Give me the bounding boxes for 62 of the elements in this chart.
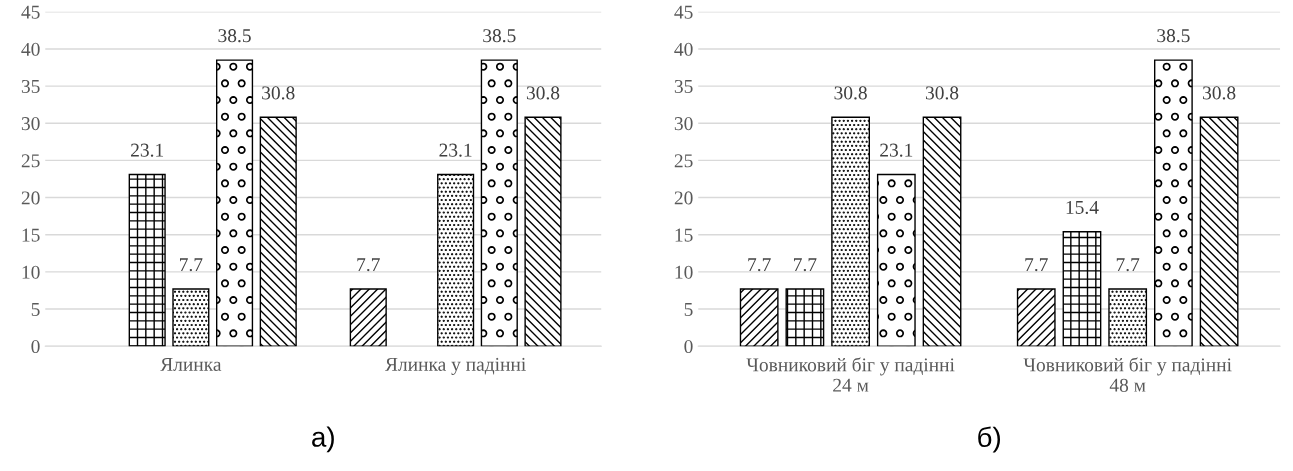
- y-tick-label: 45: [674, 5, 693, 19]
- data-label: 30.8: [925, 86, 959, 100]
- bar: [215, 59, 254, 347]
- data-label: 23.1: [131, 143, 164, 157]
- bar: [1154, 59, 1193, 347]
- data-label: 30.8: [1203, 86, 1236, 100]
- data-label: 23.1: [439, 143, 472, 157]
- data-label: 38.5: [218, 29, 251, 43]
- y-tick-label: 25: [21, 154, 40, 168]
- data-label: 23.1: [880, 143, 913, 157]
- x-tick-label: Човниковий біг у падінні 48 м: [1023, 357, 1232, 392]
- y-tick-label: 5: [31, 303, 40, 316]
- data-label: 7.7: [1025, 258, 1048, 272]
- text: а): [312, 426, 334, 453]
- data-label: 7.7: [748, 258, 771, 272]
- y-tick-label: 35: [674, 79, 693, 94]
- bar: [785, 288, 825, 347]
- data-label: 15.4: [1066, 200, 1099, 214]
- bar: [739, 288, 779, 347]
- bar: [1199, 116, 1239, 347]
- text: б): [978, 426, 1000, 453]
- y-tick-label: 45: [21, 5, 40, 19]
- bar: [524, 116, 562, 347]
- data-label: 38.5: [483, 29, 516, 43]
- y-tick-label: 25: [674, 154, 693, 168]
- bar: [1016, 288, 1056, 347]
- y-tick-label: 10: [675, 265, 693, 279]
- y-tick-label: 30: [21, 117, 40, 131]
- bar: [172, 288, 210, 347]
- y-tick-label: 35: [21, 79, 40, 94]
- bar: [480, 59, 518, 347]
- bar: [1062, 231, 1102, 347]
- bar: [922, 116, 962, 347]
- data-label: 7.7: [794, 258, 817, 272]
- bar: [128, 173, 166, 347]
- data-label: 30.8: [262, 86, 295, 100]
- y-tick-label: 20: [21, 191, 40, 205]
- y-tick-label: 15: [22, 228, 40, 242]
- bar: [437, 173, 475, 347]
- bar: [1108, 288, 1148, 347]
- data-label: 30.8: [834, 86, 867, 100]
- y-tick-label: 0: [31, 340, 40, 354]
- x-tick-label: Човниковий біг у падінні 24 м: [746, 357, 955, 392]
- y-tick-label: 0: [684, 340, 693, 354]
- bar: [349, 288, 387, 347]
- y-tick-label: 40: [21, 42, 40, 56]
- bar: [259, 116, 297, 347]
- y-tick-label: 30: [674, 117, 693, 131]
- y-tick-label: 15: [675, 228, 693, 242]
- y-tick-label: 10: [22, 265, 40, 279]
- x-tick-label: Ялинка: [160, 358, 222, 371]
- bar: [831, 116, 871, 347]
- data-label: 7.7: [1116, 258, 1140, 272]
- data-label: 7.7: [180, 258, 203, 272]
- y-tick-label: 40: [674, 42, 693, 56]
- bar: [876, 173, 916, 347]
- data-label: 7.7: [357, 258, 380, 272]
- y-tick-label: 20: [674, 191, 693, 205]
- data-label: 30.8: [526, 86, 560, 100]
- x-tick-label: Ялинка у падінні: [385, 357, 526, 375]
- y-tick-label: 5: [684, 303, 693, 316]
- data-label: 38.5: [1157, 29, 1190, 43]
